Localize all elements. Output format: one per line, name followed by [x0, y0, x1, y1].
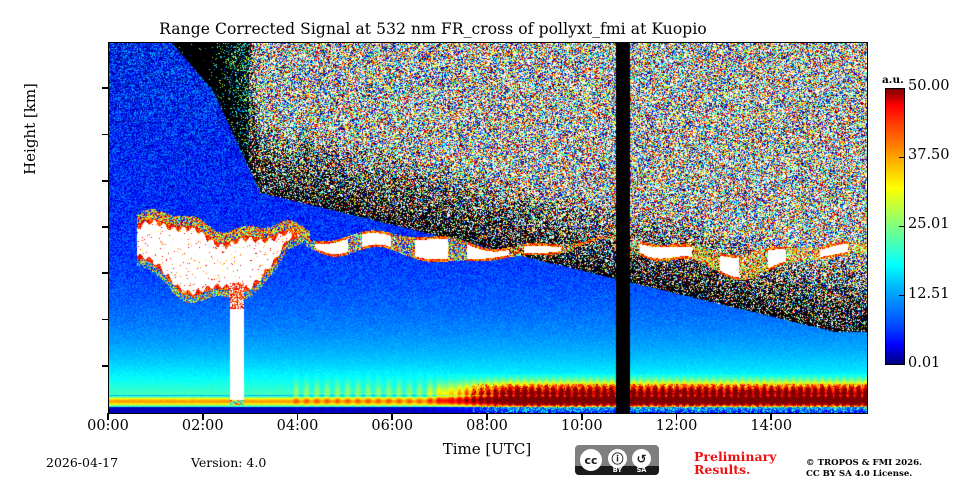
- cc-by-label: BY: [612, 466, 623, 474]
- x-axis-tick-mark: [296, 413, 299, 420]
- y-axis-tick-mark: [101, 133, 108, 136]
- preliminary-line-1: Preliminary: [694, 449, 777, 464]
- cc-sa-icon: ↺: [632, 449, 651, 468]
- x-axis-tick-label: 08:00: [466, 418, 508, 434]
- colorbar-tick-label: 50.00: [908, 78, 950, 94]
- x-axis-tick-label: 12:00: [655, 418, 698, 434]
- colorbar-tick-label: 12.51: [908, 285, 950, 302]
- x-axis-tick-mark: [580, 413, 583, 420]
- colorbar-tick-mark: [899, 225, 905, 228]
- footer-version: Version: 4.0: [191, 455, 267, 470]
- colorbar-tick-mark: [899, 156, 905, 158]
- x-axis-tick-label: 04:00: [276, 418, 319, 434]
- x-axis-tick-mark: [201, 413, 204, 420]
- creative-commons-badge-icon: cc ⓘ ↺ BY SA: [575, 445, 659, 475]
- footer-date: 2026-04-17: [46, 455, 119, 470]
- cc-by-icon: ⓘ: [608, 449, 627, 468]
- copyright-line-2: CC BY SA 4.0 License.: [806, 468, 913, 479]
- cc-logo-icon: cc: [580, 449, 602, 471]
- copyright-line-1: © TROPOS & FMI 2026.: [806, 458, 923, 468]
- cc-badge-bar: [575, 466, 659, 475]
- y-axis-tick-mark: [101, 226, 108, 228]
- x-axis-tick-mark: [107, 413, 109, 420]
- x-axis-tick-mark: [486, 413, 488, 420]
- preliminary-results-notice: Preliminary Results.: [694, 450, 804, 476]
- x-axis-tick-label: 02:00: [181, 418, 224, 434]
- quicklook-heatmap: [109, 43, 867, 413]
- x-axis-tick-mark: [391, 413, 394, 420]
- y-axis-tick-mark: [101, 364, 108, 367]
- copyright-notice: © TROPOS & FMI 2026. CC BY SA 4.0 Licens…: [806, 458, 956, 479]
- colorbar-tick-label: 0.01: [908, 355, 941, 371]
- x-axis-tick-label: 10:00: [560, 418, 603, 434]
- y-axis-tick-mark: [101, 87, 108, 90]
- y-axis-tick-mark: [101, 272, 108, 275]
- x-axis-tick-label: 06:00: [371, 418, 414, 434]
- colorbar-tick-label: 37.50: [908, 147, 950, 164]
- y-axis-tick-mark: [101, 318, 108, 321]
- plot-area: [108, 42, 868, 414]
- y-axis-label: Height [km]: [21, 83, 39, 175]
- x-axis-label: Time [UTC]: [442, 440, 532, 458]
- preliminary-line-2: Results.: [694, 462, 751, 477]
- y-axis-tick-mark: [101, 179, 108, 182]
- x-axis-tick-label: 00:00: [87, 418, 129, 434]
- colorbar-tick-label: 25.01: [908, 216, 950, 233]
- figure-title: Range Corrected Signal at 532 nm FR_cros…: [159, 20, 707, 38]
- x-axis-tick-mark: [770, 413, 773, 420]
- cc-sa-label: SA: [636, 466, 647, 474]
- colorbar-tick-mark: [899, 294, 905, 297]
- colorbar-unit-label: a.u.: [882, 74, 904, 86]
- x-axis-tick-label: 14:00: [750, 418, 793, 434]
- x-axis-tick-mark: [675, 413, 678, 420]
